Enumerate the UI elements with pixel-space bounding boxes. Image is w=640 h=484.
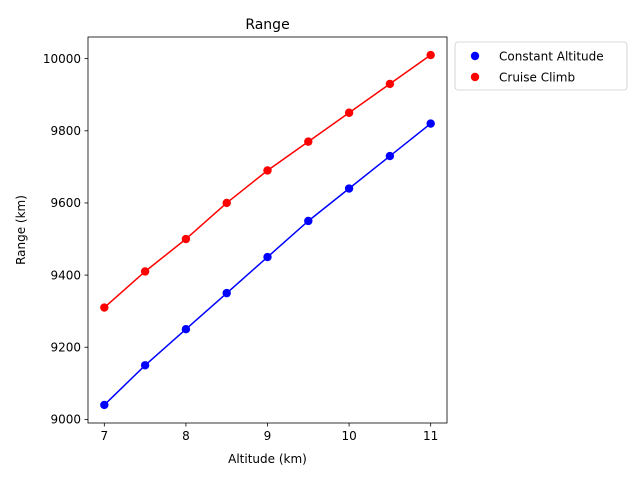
data-point-0-3 <box>222 288 231 298</box>
data-point-0-6 <box>344 184 354 193</box>
legend-marker-1 <box>470 72 480 82</box>
y-tick-label-1: 9200 <box>50 341 81 355</box>
data-point-0-8 <box>426 119 435 128</box>
y-tick-label-0: 9000 <box>50 413 81 427</box>
y-tick-label-2: 9400 <box>50 268 81 282</box>
data-point-0-2 <box>181 325 191 334</box>
data-point-0-1 <box>140 361 150 370</box>
data-point-0-0 <box>100 400 109 410</box>
series-line-1 <box>103 54 432 309</box>
data-point-0-7 <box>385 151 395 161</box>
data-point-1-3 <box>222 198 231 208</box>
legend: Constant Altitude Cruise Climb <box>454 41 628 91</box>
y-axis-label: Range (km) <box>14 195 28 265</box>
data-point-1-0 <box>100 303 109 312</box>
y-tick-label-3: 9600 <box>50 196 81 210</box>
legend-marker-0 <box>470 51 480 61</box>
legend-label-1: Cruise Climb <box>499 70 575 84</box>
data-point-1-4 <box>263 166 272 175</box>
legend-box <box>454 41 628 91</box>
data-point-1-8 <box>426 50 435 60</box>
x-tick-label-2: 9 <box>264 429 272 443</box>
legend-label-0: Constant Altitude <box>499 49 604 63</box>
chart-title: Range <box>245 17 289 33</box>
x-tick-label-1: 8 <box>182 429 190 443</box>
x-tick-label-4: 11 <box>423 429 438 443</box>
data-point-1-7 <box>385 79 395 89</box>
data-point-1-2 <box>181 234 191 244</box>
y-tick-label-4: 9800 <box>50 124 81 138</box>
data-point-1-6 <box>344 108 354 117</box>
x-tick-label-3: 10 <box>341 429 356 443</box>
data-point-0-4 <box>263 252 272 262</box>
y-tick-label-5: 10000 <box>43 52 81 66</box>
data-point-1-1 <box>140 267 150 276</box>
plot-area: 7 8 9 10 11 9000 9200 9400 9600 9800 10000 <box>43 36 448 443</box>
data-point-1-5 <box>304 137 313 146</box>
x-axis-label: Altitude (km) <box>228 452 307 466</box>
data-point-0-5 <box>304 216 313 226</box>
x-tick-label-0: 7 <box>100 429 108 443</box>
